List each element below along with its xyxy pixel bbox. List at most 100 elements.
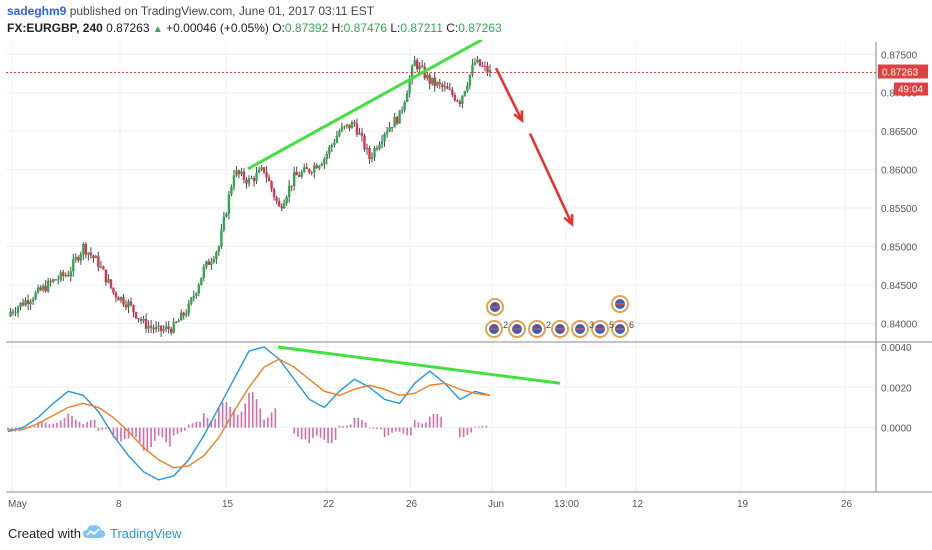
candle-body	[385, 131, 389, 134]
macd-divergence-line	[277, 345, 561, 385]
candle-body	[431, 77, 434, 84]
candle-body	[458, 101, 462, 104]
candle-body	[272, 189, 276, 198]
candle-body	[451, 89, 454, 95]
time-tick-label: 26	[841, 499, 853, 510]
candle-body	[277, 200, 281, 207]
candle-body	[300, 172, 303, 177]
event-icon-0-count: 2	[503, 320, 508, 330]
candle-body	[107, 279, 110, 283]
candle-body	[82, 243, 85, 255]
candle-body	[298, 175, 301, 177]
candle-body	[250, 178, 253, 180]
candle-body	[26, 300, 30, 305]
candle-body	[149, 325, 153, 328]
candle-body	[167, 326, 170, 330]
author-link[interactable]: sadeghm9	[7, 4, 67, 18]
time-tick-label: 15	[222, 499, 234, 510]
candle-body	[119, 297, 123, 301]
candle-body	[340, 126, 344, 132]
price-tick-label: 0.86500	[881, 127, 918, 138]
price-tick-label: 0.85500	[881, 204, 918, 215]
candle-body	[240, 171, 243, 175]
candle-body	[227, 194, 231, 214]
candle-body	[438, 82, 441, 85]
projected-arrow-1	[494, 67, 524, 121]
projected-arrow-1-head	[513, 110, 524, 123]
candle-body	[122, 297, 125, 305]
projected-arrow-2-head	[563, 214, 574, 227]
candle-body	[388, 127, 391, 132]
candle-body	[486, 66, 489, 73]
high-label: H:	[331, 21, 344, 35]
candle-body	[41, 285, 45, 291]
candle-body	[247, 178, 251, 184]
candle-body	[117, 297, 120, 301]
candle-body	[205, 261, 208, 267]
candle-body	[305, 167, 308, 169]
time-tick-label: 26	[406, 499, 418, 510]
open-value: 0.87392	[284, 21, 329, 35]
candle-body	[441, 84, 444, 87]
candle-body	[265, 172, 268, 178]
candle-body	[478, 59, 482, 66]
price-tick-label: 0.86000	[881, 166, 918, 177]
candle-body	[287, 185, 291, 198]
last-price-badge	[878, 64, 928, 79]
candle-body	[483, 65, 487, 67]
candle-body	[84, 243, 88, 255]
candle-body	[109, 279, 113, 288]
candle-body	[448, 88, 452, 90]
economic-events	[485, 295, 629, 338]
candle-body	[378, 144, 381, 150]
candle-body	[190, 297, 193, 304]
candle-body	[46, 280, 50, 292]
candle-body	[104, 269, 108, 283]
candle-body	[185, 314, 188, 316]
candle-body	[380, 140, 384, 145]
candle-body	[89, 252, 93, 256]
candle-body	[360, 132, 364, 136]
candle-body	[355, 123, 359, 135]
price-tick-label: 0.84500	[881, 281, 918, 292]
candle-body	[400, 109, 404, 111]
candle-body	[418, 65, 421, 70]
candle-body	[328, 147, 331, 155]
time-tick-label: 12	[632, 499, 644, 510]
time-tick-label: 13:00	[554, 499, 579, 510]
upper-trendline	[247, 38, 483, 171]
candle-body	[217, 246, 221, 252]
candle-body	[134, 312, 138, 319]
candle-body	[159, 325, 163, 332]
candle-body	[350, 122, 354, 129]
candle-body	[152, 327, 155, 330]
candle-body	[9, 311, 12, 317]
symbol-label[interactable]: FX:EURGBP, 240	[7, 21, 103, 35]
candle-body	[124, 304, 128, 308]
candle-body	[67, 275, 70, 277]
candle-body	[245, 179, 248, 184]
tradingview-brand[interactable]: TradingView	[110, 526, 182, 541]
candle-body	[275, 197, 278, 201]
candle-body	[172, 321, 175, 333]
candle-body	[59, 272, 62, 280]
candle-body	[471, 64, 474, 75]
last-price-text: 0.87263	[106, 21, 150, 35]
candle-body	[267, 177, 271, 182]
candle-body	[252, 178, 256, 182]
last-price-badge-label: 0.87263	[882, 68, 919, 79]
event-icon-5-count: 5	[609, 320, 614, 330]
candle-body	[436, 82, 439, 86]
candle-body	[318, 165, 321, 169]
candle-body	[34, 292, 37, 300]
candle-body	[44, 285, 47, 292]
macd-line	[7, 346, 491, 481]
candle-body	[446, 86, 449, 89]
candle-body	[197, 285, 200, 294]
ohlc-line: FX:EURGBP, 240 0.87263 ▲ +0.00046 (+0.05…	[7, 21, 502, 35]
candle-body	[481, 65, 484, 67]
low-label: L:	[390, 21, 401, 35]
candle-body	[232, 175, 236, 187]
candle-body	[358, 132, 361, 135]
